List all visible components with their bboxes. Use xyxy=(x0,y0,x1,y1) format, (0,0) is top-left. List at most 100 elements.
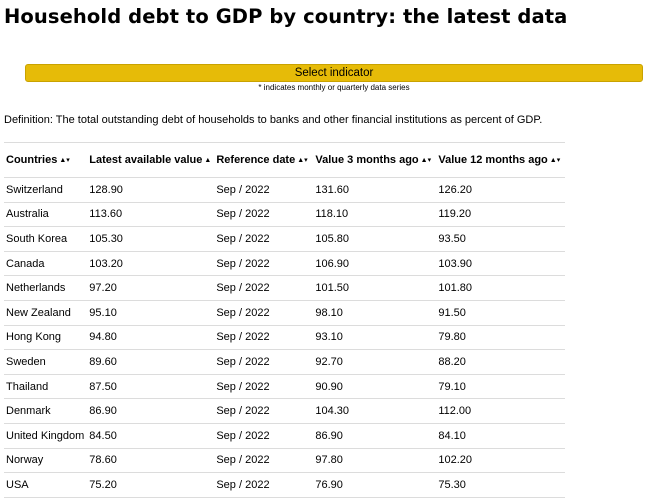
cell-latest: 97.20 xyxy=(87,275,215,301)
cell-latest: 75.20 xyxy=(87,472,215,498)
table-row: Thailand 87.50 Sep / 2022 90.90 79.10 xyxy=(4,374,566,400)
cell-value-3m: 101.50 xyxy=(313,275,437,301)
header-latest-value[interactable]: Latest available value ▲ xyxy=(87,142,215,178)
cell-value-3m: 90.90 xyxy=(313,374,437,400)
cell-country[interactable]: South Korea xyxy=(4,226,88,252)
cell-date: Sep / 2022 xyxy=(214,177,314,203)
sort-arrows-icon[interactable]: ▲▾ xyxy=(420,157,432,164)
cell-date: Sep / 2022 xyxy=(214,251,314,277)
cell-value-3m: 97.80 xyxy=(313,448,437,474)
table-header-row: Countries ▲▾ Latest available value ▲ Refe… xyxy=(4,142,566,178)
cell-value-12m: 88.20 xyxy=(436,349,566,375)
cell-country[interactable]: Denmark xyxy=(4,398,88,424)
cell-value-12m: 126.20 xyxy=(436,177,566,203)
header-value-3-months[interactable]: Value 3 months ago ▲▾ xyxy=(313,142,437,178)
cell-date: Sep / 2022 xyxy=(214,472,314,498)
cell-date: Sep / 2022 xyxy=(214,448,314,474)
cell-value-12m: 75.30 xyxy=(436,472,566,498)
cell-value-3m: 131.60 xyxy=(313,177,437,203)
header-countries[interactable]: Countries ▲▾ xyxy=(4,142,88,178)
table-row: Canada 103.20 Sep / 2022 106.90 103.90 xyxy=(4,251,566,277)
table-row: Australia 113.60 Sep / 2022 118.10 119.2… xyxy=(4,202,566,228)
cell-latest: 95.10 xyxy=(87,300,215,326)
cell-country[interactable]: Hong Kong xyxy=(4,325,88,351)
cell-latest: 89.60 xyxy=(87,349,215,375)
cell-date: Sep / 2022 xyxy=(214,374,314,400)
cell-date: Sep / 2022 xyxy=(214,349,314,375)
table-row: Netherlands 97.20 Sep / 2022 101.50 101.… xyxy=(4,275,566,301)
header-label: Value 3 months ago xyxy=(315,154,419,166)
cell-country[interactable]: New Zealand xyxy=(4,300,88,326)
cell-latest: 94.80 xyxy=(87,325,215,351)
cell-latest: 84.50 xyxy=(87,423,215,449)
table-row: New Zealand 95.10 Sep / 2022 98.10 91.50 xyxy=(4,300,566,326)
header-value-12-months[interactable]: Value 12 months ago ▲▾ xyxy=(436,142,566,178)
cell-value-3m: 98.10 xyxy=(313,300,437,326)
cell-value-12m: 79.80 xyxy=(436,325,566,351)
cell-latest: 113.60 xyxy=(87,202,215,228)
cell-value-3m: 86.90 xyxy=(313,423,437,449)
cell-date: Sep / 2022 xyxy=(214,398,314,424)
cell-country[interactable]: Australia xyxy=(4,202,88,228)
cell-date: Sep / 2022 xyxy=(214,325,314,351)
cell-country[interactable]: Norway xyxy=(4,448,88,474)
cell-value-3m: 106.90 xyxy=(313,251,437,277)
cell-value-3m: 92.70 xyxy=(313,349,437,375)
cell-value-12m: 112.00 xyxy=(436,398,566,424)
table-row: South Korea 105.30 Sep / 2022 105.80 93.… xyxy=(4,226,566,252)
table-row: Denmark 86.90 Sep / 2022 104.30 112.00 xyxy=(4,398,566,424)
header-label: Countries xyxy=(6,154,58,166)
definition-text: Definition: The total outstanding debt o… xyxy=(4,114,543,126)
cell-date: Sep / 2022 xyxy=(214,202,314,228)
cell-value-12m: 119.20 xyxy=(436,202,566,228)
table-row: Hong Kong 94.80 Sep / 2022 93.10 79.80 xyxy=(4,325,566,351)
page-title: Household debt to GDP by country: the la… xyxy=(4,5,568,28)
header-label: Value 12 months ago xyxy=(438,154,548,166)
cell-value-3m: 76.90 xyxy=(313,472,437,498)
cell-value-3m: 93.10 xyxy=(313,325,437,351)
cell-latest: 103.20 xyxy=(87,251,215,277)
cell-country[interactable]: USA xyxy=(4,472,88,498)
cell-latest: 86.90 xyxy=(87,398,215,424)
cell-country[interactable]: Netherlands xyxy=(4,275,88,301)
cell-country[interactable]: United Kingdom xyxy=(4,423,88,449)
cell-value-12m: 102.20 xyxy=(436,448,566,474)
cell-value-3m: 104.30 xyxy=(313,398,437,424)
sort-arrows-icon[interactable]: ▲▾ xyxy=(59,157,70,164)
cell-date: Sep / 2022 xyxy=(214,300,314,326)
select-indicator-button[interactable]: Select indicator xyxy=(25,64,643,82)
table-row: United Kingdom 84.50 Sep / 2022 86.90 84… xyxy=(4,423,566,449)
sort-arrows-icon[interactable]: ▲▾ xyxy=(549,157,561,164)
series-note: * indicates monthly or quarterly data se… xyxy=(258,83,410,92)
table-row: Sweden 89.60 Sep / 2022 92.70 88.20 xyxy=(4,349,566,375)
cell-latest: 87.50 xyxy=(87,374,215,400)
header-label: Latest available value xyxy=(89,154,203,166)
header-label: Reference date xyxy=(216,154,296,166)
data-table: Countries ▲▾ Latest available value ▲ Refe… xyxy=(4,142,566,498)
table-row: USA 75.20 Sep / 2022 76.90 75.30 xyxy=(4,472,566,498)
cell-date: Sep / 2022 xyxy=(214,226,314,252)
cell-value-12m: 93.50 xyxy=(436,226,566,252)
cell-latest: 78.60 xyxy=(87,448,215,474)
sort-arrows-icon[interactable]: ▲ xyxy=(204,157,212,164)
cell-latest: 105.30 xyxy=(87,226,215,252)
table-row: Switzerland 128.90 Sep / 2022 131.60 126… xyxy=(4,177,566,203)
cell-value-12m: 84.10 xyxy=(436,423,566,449)
sort-arrows-icon[interactable]: ▲▾ xyxy=(297,157,308,164)
table-row: Norway 78.60 Sep / 2022 97.80 102.20 xyxy=(4,448,566,474)
cell-value-12m: 101.80 xyxy=(436,275,566,301)
cell-country[interactable]: Sweden xyxy=(4,349,88,375)
cell-value-12m: 79.10 xyxy=(436,374,566,400)
cell-country[interactable]: Switzerland xyxy=(4,177,88,203)
cell-value-3m: 118.10 xyxy=(313,202,437,228)
cell-latest: 128.90 xyxy=(87,177,215,203)
cell-value-12m: 91.50 xyxy=(436,300,566,326)
cell-country[interactable]: Canada xyxy=(4,251,88,277)
cell-country[interactable]: Thailand xyxy=(4,374,88,400)
cell-date: Sep / 2022 xyxy=(214,275,314,301)
header-reference-date[interactable]: Reference date ▲▾ xyxy=(214,142,314,178)
cell-value-3m: 105.80 xyxy=(313,226,437,252)
cell-date: Sep / 2022 xyxy=(214,423,314,449)
cell-value-12m: 103.90 xyxy=(436,251,566,277)
